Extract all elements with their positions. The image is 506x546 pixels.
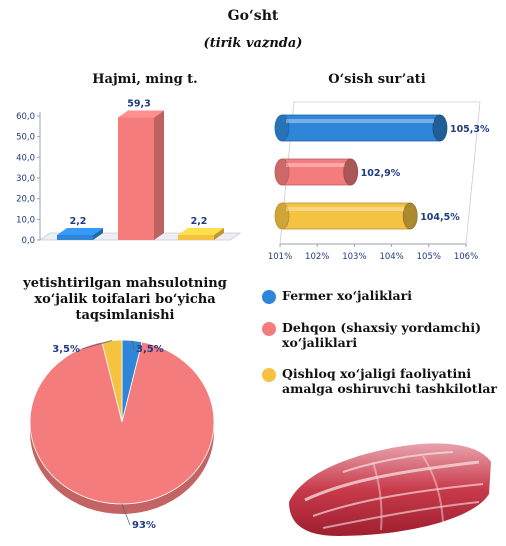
legend-item-fermer: Fermer xo‘jaliklari <box>262 288 497 304</box>
bar-side-dehqon <box>154 110 164 240</box>
y-tick-label: 10,0 <box>16 215 35 225</box>
legend-item-dehqon: Dehqon (shaxsiy yordamchi) xo‘jaliklari <box>262 320 497 350</box>
pie-value-label: 3,5% <box>52 344 80 355</box>
bar-value-label: 2,2 <box>191 216 208 227</box>
cylinder-base-fermer <box>274 114 290 142</box>
cylinder-qishloq <box>281 202 411 230</box>
bar-side-qishloq <box>214 228 224 240</box>
y-tick-label: 30,0 <box>16 174 35 184</box>
cylinder-base-qishloq <box>274 202 290 230</box>
growth-chart-title: O‘sish sur’ati <box>328 72 426 87</box>
x-tick-label: 105% <box>417 252 441 262</box>
pie-leader-line <box>81 340 113 350</box>
cylinder-cap-dehqon <box>343 158 359 186</box>
growth-value-label: 104,5% <box>420 212 460 223</box>
bar-top-qishloq <box>178 228 224 235</box>
cylinder-highlight <box>286 207 405 211</box>
pie-value-label: 3,5% <box>136 344 164 355</box>
legend-swatch-dehqon <box>262 322 276 336</box>
bar-side-fermer <box>93 228 103 240</box>
x-tick-label: 103% <box>342 252 366 262</box>
growth-bar-chart: 101% 102% 103% 104% 105% 106% 105,3% 102,9% 104,… <box>268 101 490 262</box>
cylinder-cap-qishloq <box>402 202 418 230</box>
x-tick-label: 102% <box>305 252 329 262</box>
x-tick-label: 106% <box>454 252 478 262</box>
pie-value-label: 93% <box>132 520 156 531</box>
bar-value-label: 2,2 <box>70 216 87 227</box>
legend-label-qishloq: Qishloq xo‘jaligi faoliyatini amalga osh… <box>282 366 498 396</box>
page-title: Go‘sht <box>227 8 279 24</box>
y-tick-label: 20,0 <box>16 195 35 205</box>
cylinder-base-dehqon <box>274 158 290 186</box>
legend-swatch-fermer <box>262 290 276 304</box>
cylinder-fermer <box>281 114 441 142</box>
distribution-pie-chart: 3,5% 93% 3,5% <box>29 339 215 531</box>
cylinder-dehqon <box>281 158 352 186</box>
pie-chart-title: yetishtirilgan mahsulotning xo‘jalik toi… <box>23 276 227 323</box>
y-tick-label: 0,0 <box>21 236 35 246</box>
cylinder-cap-fermer <box>432 114 448 142</box>
bar-value-label: 59,3 <box>127 98 150 109</box>
y-tick-label: 50,0 <box>16 133 35 143</box>
cylinder-highlight <box>286 119 434 123</box>
legend-swatch-qishloq <box>262 368 276 382</box>
volume-bar-chart: 0,0 10,0 20,0 30,0 40,0 50,0 60,0 2,2 59,3 2,2 <box>16 98 242 246</box>
meat-icon <box>289 443 491 536</box>
pie-leader-line <box>131 340 135 350</box>
legend-label-dehqon: Dehqon (shaxsiy yordamchi) xo‘jaliklari <box>282 320 482 350</box>
bar-qishloq <box>178 235 214 240</box>
growth-value-label: 105,3% <box>450 124 490 135</box>
bar-top-dehqon <box>118 110 164 118</box>
growth-value-label: 102,9% <box>361 168 401 179</box>
x-tick-label: 101% <box>268 252 292 262</box>
bar-dehqon <box>118 117 154 240</box>
page-subtitle: (tirik vaznda) <box>203 36 303 51</box>
y-tick-label: 40,0 <box>16 153 35 163</box>
x-tick-label: 104% <box>379 252 403 262</box>
bar-top-fermer <box>57 228 103 235</box>
cylinder-highlight <box>286 163 345 167</box>
bar-fermer <box>57 235 93 240</box>
pie-leader-line <box>121 503 131 526</box>
y-tick-label: 60,0 <box>16 112 35 122</box>
bar-chart-title: Hajmi, ming t. <box>92 72 198 87</box>
legend-item-qishloq: Qishloq xo‘jaligi faoliyatini amalga osh… <box>262 366 497 396</box>
pie-slice-qishloq <box>101 339 123 423</box>
legend-label-fermer: Fermer xo‘jaliklari <box>282 288 412 303</box>
